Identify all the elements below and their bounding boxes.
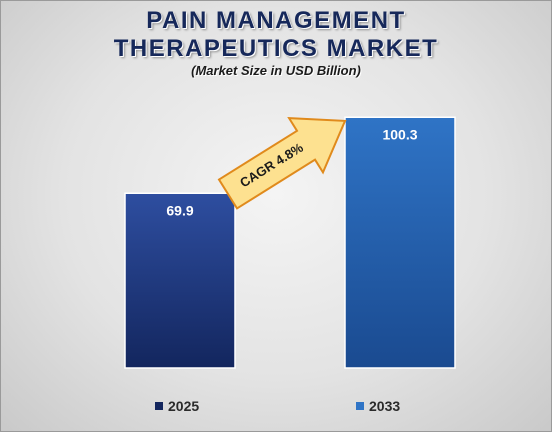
cagr-arrow-shape [217, 117, 347, 210]
chart-title-line-2: THERAPEUTICS MARKET [113, 35, 439, 62]
bar-2025 [124, 192, 236, 369]
chart-title-line-1: PAIN MANAGEMENT [146, 7, 406, 34]
legend-label-2025: 2025 [168, 398, 200, 414]
legend-item-2033: 2033 [356, 398, 400, 414]
bar-2033 [344, 116, 456, 369]
chart-legend: 2025 2033 [0, 398, 552, 418]
data-label-2033: 100.3 [382, 126, 417, 142]
chart-subtitle: (Market Size in USD Billion) [191, 63, 361, 78]
legend-item-2025: 2025 [155, 398, 199, 414]
legend-swatch-2033 [356, 402, 364, 410]
legend-label-2033: 2033 [369, 398, 401, 414]
legend-swatch-2025 [155, 402, 163, 410]
cagr-arrow: CAGR 4.8% [217, 117, 347, 210]
data-label-2025: 69.9 [166, 202, 193, 218]
